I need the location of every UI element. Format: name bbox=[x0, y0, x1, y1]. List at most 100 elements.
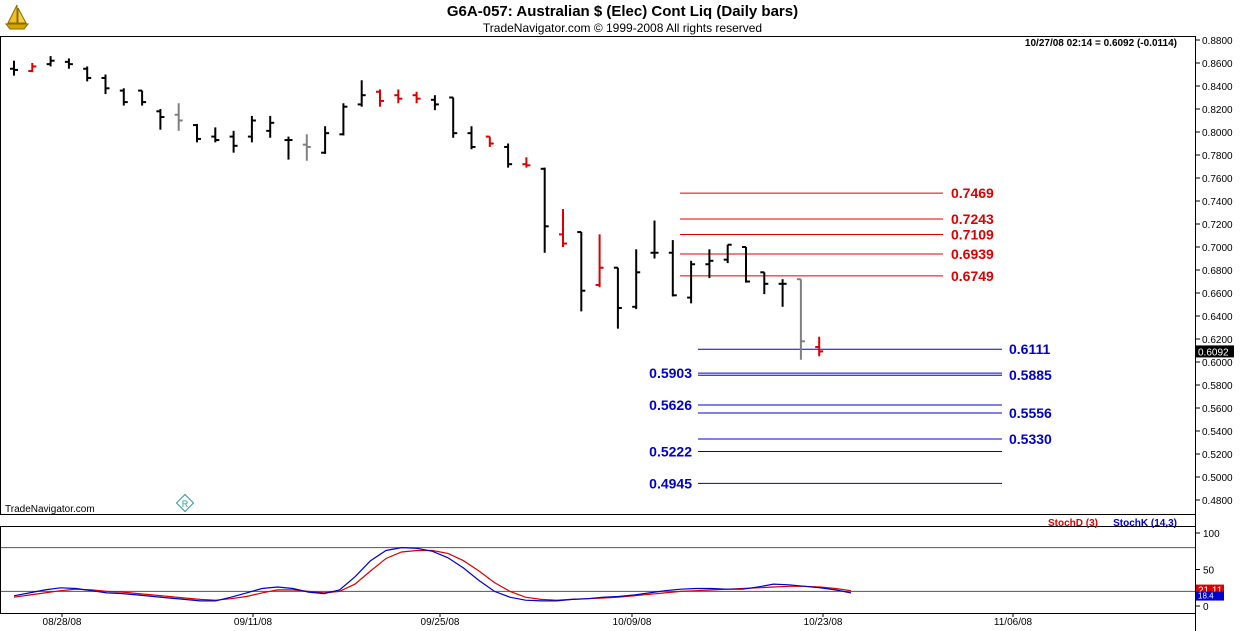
x-tick-label: 08/28/08 bbox=[43, 617, 82, 628]
ohlc-bar bbox=[156, 109, 165, 130]
ohlc-bar bbox=[247, 115, 256, 143]
y-tick-label: 0.6400 bbox=[1202, 312, 1233, 323]
chart-title: G6A-057: Australian $ (Elec) Cont Liq (D… bbox=[446, 3, 799, 20]
ohlc-bar bbox=[394, 89, 403, 104]
support-label: 0.5903 bbox=[649, 365, 692, 381]
ohlc-bar bbox=[632, 249, 641, 310]
chart-subtitle: TradeNavigator.com © 1999-2008 All right… bbox=[482, 21, 763, 35]
ohlc-bar bbox=[559, 209, 567, 247]
ohlc-bar bbox=[613, 266, 622, 329]
ohlc-bar bbox=[376, 89, 384, 107]
y-tick-label: 0.4800 bbox=[1202, 496, 1233, 507]
ohlc-bar bbox=[211, 127, 220, 143]
ohlc-bar bbox=[449, 96, 458, 138]
date-x-axis: 08/28/08 09/11/08 09/25/08 10/09/08 10/23/08… bbox=[43, 613, 1033, 628]
ohlc-bar bbox=[119, 88, 128, 106]
support-label: 0.6111 bbox=[1009, 341, 1050, 357]
stoch-series-line bbox=[13, 546, 852, 602]
ohlc-bar bbox=[28, 63, 37, 73]
stochd-last-value: 21.11 bbox=[1198, 586, 1223, 597]
ohlc-bar bbox=[46, 56, 55, 67]
stoch-y-tick-label: 0 bbox=[1203, 602, 1209, 613]
ohlc-bar bbox=[504, 143, 513, 168]
resistance-label: 0.7109 bbox=[951, 226, 994, 242]
price-y-axis: 0.8800 0.8600 0.8400 0.8200 0.8000 0.7800 0.76… bbox=[1195, 36, 1233, 507]
y-tick-label: 0.8000 bbox=[1202, 128, 1233, 139]
y-tick-label: 0.8200 bbox=[1202, 105, 1233, 116]
y-tick-label: 0.8800 bbox=[1202, 36, 1233, 47]
last-price-label: 0.6092 bbox=[1198, 347, 1229, 358]
ohlc-bar bbox=[522, 157, 531, 168]
ohlc-bar bbox=[723, 243, 732, 264]
y-tick-label: 0.5800 bbox=[1202, 381, 1233, 392]
y-tick-label: 0.7400 bbox=[1202, 197, 1233, 208]
y-tick-label: 0.7600 bbox=[1202, 174, 1233, 185]
y-tick-label: 0.7200 bbox=[1202, 220, 1233, 231]
x-tick-label: 10/09/08 bbox=[613, 617, 652, 628]
y-tick-label: 0.5600 bbox=[1202, 404, 1233, 415]
resistance-label: 0.7469 bbox=[951, 185, 994, 201]
ohlc-bar bbox=[266, 115, 275, 138]
x-tick-label: 09/25/08 bbox=[421, 617, 460, 628]
resistance-label: 0.6939 bbox=[951, 246, 994, 262]
ohlc-bar bbox=[229, 130, 238, 153]
stoch-y-tick-label: 100 bbox=[1203, 529, 1220, 540]
ohlc-bar bbox=[815, 336, 824, 357]
stochk-last-value: 18.4 bbox=[1198, 592, 1214, 601]
y-tick-label: 0.6600 bbox=[1202, 289, 1233, 300]
y-tick-label: 0.6800 bbox=[1202, 266, 1233, 277]
y-tick-label: 0.5400 bbox=[1202, 427, 1233, 438]
chart-header: G6A-057: Australian $ (Elec) Cont Liq (D… bbox=[0, 0, 1245, 36]
y-tick-label: 0.8400 bbox=[1202, 82, 1233, 93]
x-tick-label: 11/06/08 bbox=[994, 617, 1033, 628]
ohlc-bar bbox=[412, 91, 421, 104]
support-label: 0.5626 bbox=[649, 397, 692, 413]
ohlc-bar bbox=[302, 134, 311, 161]
x-tick-label: 10/23/08 bbox=[804, 617, 843, 628]
ohlc-bar bbox=[467, 126, 476, 150]
support-label: 0.5330 bbox=[1009, 431, 1052, 447]
ohlc-bar bbox=[742, 246, 750, 283]
y-tick-label: 0.6200 bbox=[1202, 335, 1233, 346]
last-price-marker: 0.6092 bbox=[1196, 345, 1234, 358]
legend-stochd: StochD (3) bbox=[1048, 518, 1098, 529]
y-tick-label: 0.7000 bbox=[1202, 243, 1233, 254]
ohlc-bar bbox=[357, 80, 366, 107]
ohlc-bar bbox=[705, 249, 714, 279]
ohlc-bar bbox=[83, 66, 92, 82]
y-tick-label: 0.5000 bbox=[1202, 473, 1233, 484]
ohlc-bar bbox=[485, 135, 494, 147]
stoch-series-line bbox=[13, 549, 852, 601]
stoch-y-tick-label: 50 bbox=[1203, 566, 1215, 577]
support-label: 0.4945 bbox=[649, 475, 692, 491]
ohlc-bar bbox=[595, 234, 604, 288]
legend-stochk: StochK (14,3) bbox=[1113, 518, 1177, 529]
ohlc-bar bbox=[577, 231, 586, 312]
ohlc-bar bbox=[64, 58, 73, 69]
ohlc-bar bbox=[174, 103, 183, 131]
ohlc-bar bbox=[193, 123, 201, 143]
ohlc-bar bbox=[650, 220, 659, 259]
ohlc-bar bbox=[138, 89, 147, 106]
ohlc-bar bbox=[668, 240, 677, 297]
y-tick-label: 0.6000 bbox=[1202, 358, 1233, 369]
ohlc-bar bbox=[339, 103, 348, 136]
resistance-label: 0.6749 bbox=[951, 268, 994, 284]
sailboat-logo-icon bbox=[4, 4, 30, 30]
watermark: TradeNavigator.com bbox=[5, 504, 95, 515]
stoch-legend: StochD (3) StochK (14,3) bbox=[1048, 518, 1177, 529]
ohlc-bar bbox=[687, 260, 696, 304]
x-tick-label: 09/11/08 bbox=[234, 617, 273, 628]
y-tick-label: 0.7800 bbox=[1202, 151, 1233, 162]
ohlc-bar bbox=[760, 271, 769, 295]
support-label: 0.5222 bbox=[649, 443, 692, 459]
registered-mark-icon: R bbox=[175, 493, 195, 513]
support-label: 0.5556 bbox=[1009, 405, 1052, 421]
ohlc-bar bbox=[10, 60, 18, 76]
svg-text:R: R bbox=[182, 499, 189, 509]
resistance-label: 0.7243 bbox=[951, 211, 994, 227]
ohlc-bar bbox=[284, 136, 293, 160]
